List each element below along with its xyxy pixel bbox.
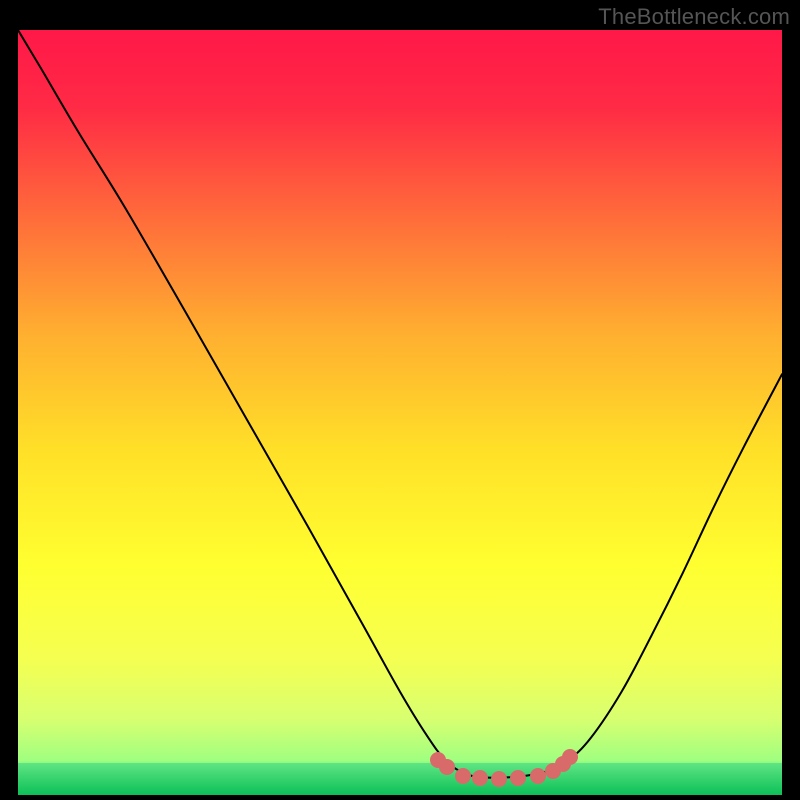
markers-group: [18, 30, 782, 795]
marker-point: [510, 770, 526, 786]
marker-point: [455, 768, 471, 784]
marker-point: [439, 759, 455, 775]
marker-point: [530, 768, 546, 784]
marker-point: [562, 749, 578, 765]
plot-frame: [0, 0, 800, 800]
marker-point: [491, 771, 507, 787]
plot-area: [18, 30, 782, 795]
marker-point: [472, 770, 488, 786]
attribution-watermark: TheBottleneck.com: [598, 4, 790, 30]
